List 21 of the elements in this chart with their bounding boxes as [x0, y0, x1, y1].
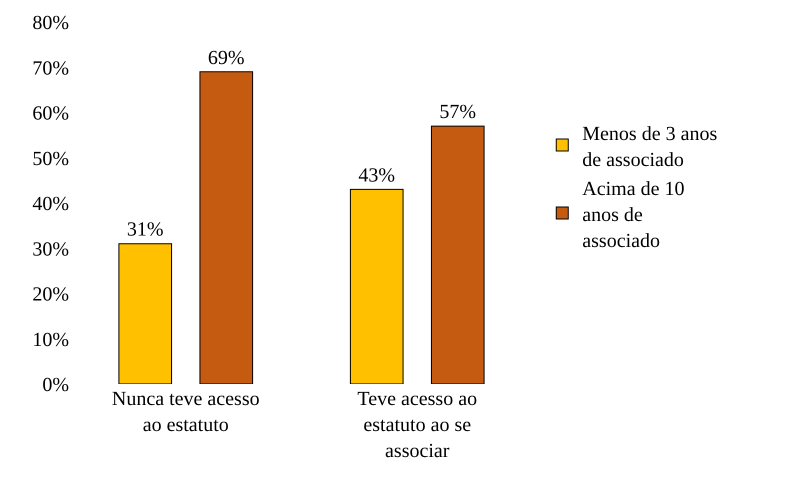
y-tick-label: 10% — [32, 328, 69, 351]
bar — [430, 126, 485, 384]
data-label: 69% — [208, 46, 245, 69]
bar — [118, 243, 172, 384]
x-tick-label: Teve acesso ao estatuto ao se associar — [357, 388, 478, 462]
y-tick-label: 80% — [32, 12, 69, 34]
bar — [350, 188, 404, 384]
y-tick-label: 0% — [42, 374, 69, 396]
y-tick-label: 20% — [32, 284, 69, 306]
y-tick-label: 50% — [32, 148, 69, 170]
data-label: 57% — [439, 101, 476, 124]
y-tick-label: 40% — [32, 193, 69, 215]
bar — [199, 71, 254, 384]
data-label: 31% — [126, 218, 164, 241]
legend-label: Acima de 10 anos de associado — [582, 178, 684, 252]
legend-label: Menos de 3 anos de associado — [582, 122, 718, 171]
x-tick-label: Nunca teve acesso ao estatuto — [112, 388, 260, 436]
y-tick-label: 70% — [32, 57, 69, 80]
data-label: 43% — [358, 164, 396, 186]
y-tick-label: 60% — [32, 102, 69, 124]
y-tick-label: 30% — [32, 238, 69, 260]
